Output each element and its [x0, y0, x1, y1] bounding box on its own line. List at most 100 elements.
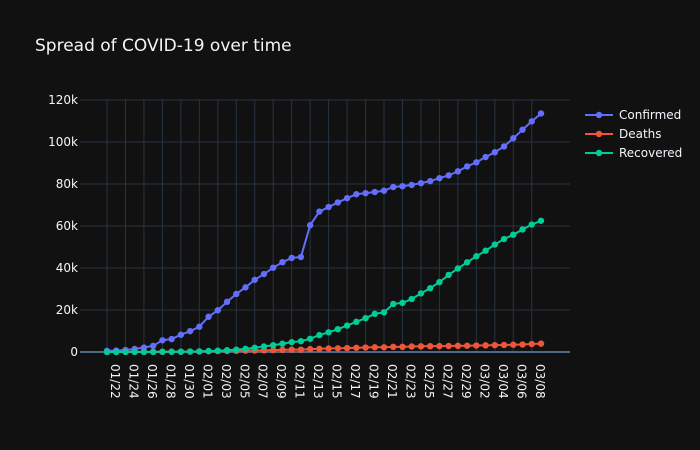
legend-item-confirmed[interactable]: Confirmed	[585, 108, 681, 122]
data-point	[251, 276, 258, 283]
data-point	[482, 153, 489, 161]
data-point	[288, 346, 295, 353]
data-point	[270, 264, 277, 271]
data-point	[159, 348, 166, 355]
data-point	[149, 342, 157, 350]
data-point	[223, 298, 231, 306]
data-point	[177, 331, 185, 338]
data-point	[454, 265, 462, 272]
data-point	[343, 194, 351, 202]
x-tick-label: 02/17	[348, 364, 362, 399]
data-point	[343, 322, 351, 329]
x-tick-label: 03/02	[477, 364, 491, 399]
data-point	[297, 253, 305, 261]
data-point	[510, 231, 517, 238]
data-point	[131, 348, 138, 356]
chart-title: Spread of COVID-19 over time	[35, 36, 292, 56]
data-point	[288, 338, 295, 346]
data-point	[473, 342, 480, 349]
data-point	[362, 314, 369, 322]
x-tick-label: 02/11	[293, 364, 307, 399]
data-point	[306, 222, 314, 229]
data-point	[149, 348, 157, 356]
y-tick-label: 60k	[56, 219, 78, 233]
data-point	[334, 345, 342, 352]
data-point	[491, 149, 499, 156]
data-point	[510, 135, 517, 142]
legend-item-deaths[interactable]: Deaths	[585, 127, 662, 141]
data-point	[353, 318, 360, 326]
data-point	[316, 345, 323, 353]
data-point	[537, 217, 545, 224]
data-point	[113, 348, 120, 356]
data-point	[159, 337, 166, 344]
series-layer	[103, 110, 545, 356]
legend-item-recovered[interactable]: Recovered	[585, 146, 682, 160]
legend-marker	[595, 130, 603, 138]
data-point	[454, 342, 462, 350]
x-tick-label: 02/21	[385, 364, 399, 399]
x-tick-label: 01/26	[145, 364, 159, 399]
data-point	[233, 346, 240, 353]
data-point	[436, 342, 443, 350]
data-point	[140, 348, 148, 356]
data-point	[196, 348, 203, 355]
data-point	[399, 182, 406, 190]
data-point	[371, 310, 378, 318]
x-tick-label: 03/08	[533, 364, 547, 399]
data-point	[463, 259, 471, 266]
data-point	[325, 345, 332, 352]
x-tick-label: 03/04	[496, 364, 510, 399]
x-tick-label: 02/03	[219, 364, 233, 399]
data-point	[325, 329, 332, 336]
y-tick-label: 20k	[56, 303, 78, 317]
x-tick-label: 01/22	[108, 364, 122, 399]
data-point	[279, 258, 286, 266]
data-point	[426, 177, 434, 185]
data-point	[103, 348, 111, 356]
x-tick-label: 02/13	[311, 364, 325, 399]
data-point	[408, 181, 415, 189]
data-point	[380, 309, 388, 316]
data-point	[417, 179, 425, 187]
data-point	[380, 344, 388, 351]
data-point	[205, 313, 212, 320]
data-point	[334, 199, 342, 206]
data-point	[519, 126, 526, 133]
data-point	[473, 159, 480, 166]
x-tick-label: 02/01	[200, 364, 214, 399]
data-point	[537, 340, 545, 347]
data-point	[445, 271, 452, 279]
data-point	[186, 348, 194, 355]
data-point	[334, 325, 342, 333]
data-point	[260, 270, 268, 278]
data-point	[260, 343, 268, 350]
legend[interactable]: Confirmed Deaths Recovered	[585, 108, 682, 160]
data-point	[500, 341, 508, 349]
legend-label: Recovered	[619, 146, 682, 160]
data-point	[288, 254, 295, 262]
data-point	[297, 346, 305, 353]
y-tick-label: 0	[70, 345, 78, 359]
data-point	[214, 307, 222, 314]
x-tick-label: 02/19	[367, 364, 381, 399]
data-point	[454, 168, 462, 175]
data-point	[390, 343, 397, 351]
data-point	[279, 346, 286, 354]
data-point	[491, 341, 499, 349]
data-point	[408, 295, 415, 303]
data-point	[242, 345, 249, 353]
data-point	[390, 300, 397, 308]
data-point	[270, 341, 277, 349]
x-tick-label: 02/29	[459, 364, 473, 399]
data-point	[528, 340, 535, 348]
data-point	[223, 347, 231, 354]
legend-marker	[595, 111, 603, 119]
data-point	[316, 331, 323, 339]
legend-label: Deaths	[619, 127, 662, 141]
x-tick-label: 02/23	[403, 364, 417, 399]
x-tick-label: 02/05	[237, 364, 251, 399]
data-point	[177, 348, 185, 355]
data-point	[436, 278, 443, 286]
